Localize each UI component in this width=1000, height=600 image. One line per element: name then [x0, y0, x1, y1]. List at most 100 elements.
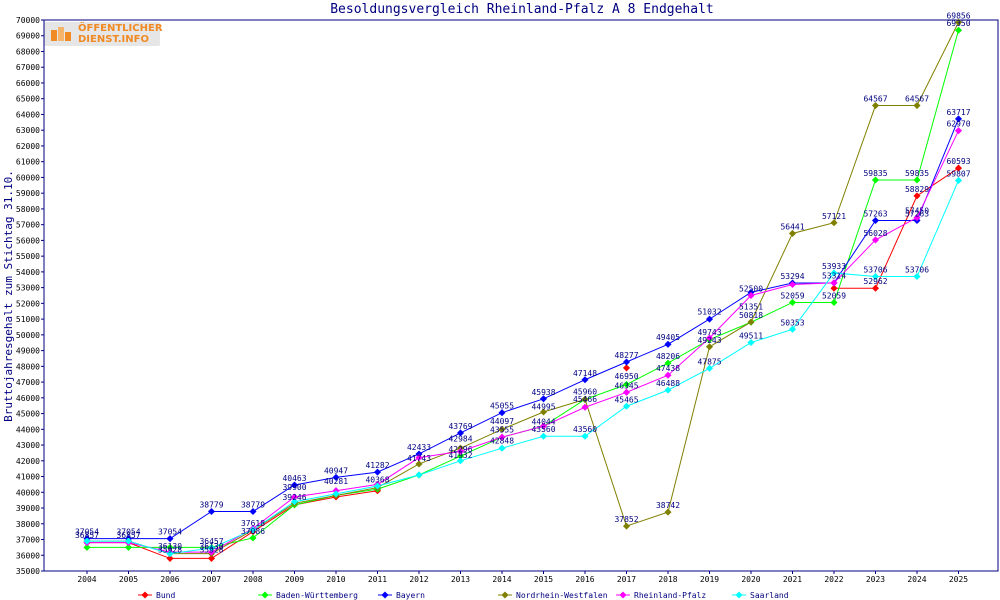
data-point-saarland	[290, 498, 299, 506]
legend-entry: Rheinland-Pfalz	[634, 591, 706, 600]
data-label: 52962	[863, 277, 887, 286]
data-label: 39246	[282, 493, 306, 502]
data-point-nordrhein-westfalen	[954, 18, 963, 26]
data-point-rheinland-pfalz	[705, 334, 714, 342]
legend-marker	[261, 591, 269, 599]
data-point-bayern	[581, 376, 589, 384]
y-tick-label: 51000	[16, 315, 40, 324]
data-point-rheinland-pfalz	[581, 403, 589, 411]
data-point-saarland	[954, 176, 963, 185]
data-label: 50818	[739, 311, 763, 320]
data-label: 41932	[448, 451, 472, 460]
data-label: 53706	[905, 266, 929, 275]
y-tick-label: 37000	[16, 536, 40, 545]
series-line-nordrhein-westfalen	[87, 22, 959, 555]
y-tick-label: 44000	[16, 425, 40, 434]
x-tick-label: 2004	[77, 575, 96, 584]
x-tick-label: 2023	[866, 575, 885, 584]
data-point-saarland	[830, 269, 838, 277]
series-line-baden-w-rttemberg	[87, 30, 959, 548]
data-point-baden-w-rttemberg	[913, 176, 921, 184]
x-tick-label: 2012	[409, 575, 428, 584]
data-point-nordrhein-westfalen	[830, 219, 838, 227]
y-tick-label: 53000	[16, 284, 40, 293]
x-tick-label: 2016	[575, 575, 594, 584]
y-tick-label: 49000	[16, 347, 40, 356]
data-label: 45466	[573, 395, 597, 404]
data-label: 35928	[199, 545, 223, 554]
data-point-rheinland-pfalz	[415, 454, 423, 462]
data-label: 36130	[158, 542, 182, 551]
x-tick-label: 2014	[492, 575, 511, 584]
data-label: 64567	[863, 95, 887, 104]
data-point-baden-w-rttemberg	[249, 534, 257, 542]
data-point-bayern	[664, 340, 672, 348]
data-point-saarland	[498, 444, 506, 452]
x-tick-label: 2006	[160, 575, 179, 584]
data-label: 46488	[656, 379, 680, 388]
data-label: 40281	[324, 477, 348, 486]
logo: ÖFFENTLICHER DIENST.INFO	[78, 23, 163, 45]
data-point-saarland	[415, 471, 423, 479]
y-tick-label: 36000	[16, 551, 40, 560]
data-label: 39900	[282, 483, 306, 492]
data-label: 53933	[822, 262, 846, 271]
data-point-rheinland-pfalz	[539, 422, 548, 430]
data-point-rheinland-pfalz	[871, 236, 880, 244]
data-point-bund	[954, 164, 963, 172]
data-point-rheinland-pfalz	[747, 291, 755, 300]
data-label: 53706	[863, 266, 887, 275]
series-line-bayern	[87, 118, 959, 540]
data-point-nordrhein-westfalen	[664, 508, 672, 516]
y-tick-label: 63000	[16, 126, 40, 135]
data-label: 42296	[448, 445, 472, 454]
x-tick-label: 2019	[700, 575, 719, 584]
x-tick-label: 2021	[783, 575, 802, 584]
legend-entry: Saarland	[750, 591, 789, 600]
x-tick-label: 2018	[658, 575, 677, 584]
data-label: 59807	[946, 169, 970, 178]
series-line-rheinland-pfalz	[87, 130, 959, 553]
chart-title: Besoldungsvergleich Rheinland-Pfalz A 8 …	[330, 2, 714, 17]
data-point-bayern	[373, 468, 382, 476]
data-label: 45465	[614, 395, 638, 404]
data-label: 43560	[573, 425, 597, 434]
data-label: 47438	[656, 364, 680, 373]
data-label: 45055	[490, 402, 514, 411]
data-point-nordrhein-westfalen	[913, 101, 921, 110]
data-label: 44097	[490, 417, 514, 426]
data-point-saarland	[747, 339, 755, 347]
data-point-rheinland-pfalz	[207, 548, 216, 556]
y-tick-label: 65000	[16, 95, 40, 104]
y-tick-label: 60000	[16, 173, 40, 182]
data-point-rheinland-pfalz	[622, 388, 631, 396]
data-point-baden-w-rttemberg	[456, 452, 465, 460]
data-label: 57263	[905, 210, 929, 219]
legend-entry: Baden-Württemberg	[276, 591, 358, 600]
data-point-nordrhein-westfalen	[622, 522, 631, 530]
y-tick-label: 50000	[16, 331, 40, 340]
y-tick-label: 43000	[16, 441, 40, 450]
data-point-bayern	[498, 409, 506, 417]
data-label: 38779	[241, 501, 265, 510]
x-axis: 2004 2005 2006 2007 2008 2009 2010 2011 2012 2013…	[77, 571, 968, 584]
data-point-bayern	[415, 450, 423, 458]
data-label: 36857	[116, 531, 140, 540]
data-point-nordrhein-westfalen	[788, 229, 797, 237]
data-label: 63717	[946, 108, 970, 117]
data-label: 64567	[905, 95, 929, 104]
data-label: 38779	[199, 501, 223, 510]
legend: Bund Baden-Württemberg Bayern Nordrhein-Wes…	[138, 591, 789, 600]
y-tick-label: 52000	[16, 299, 40, 308]
data-point-baden-w-rttemberg	[622, 380, 631, 389]
data-point-baden-w-rttemberg	[664, 359, 672, 367]
data-point-rheinland-pfalz	[498, 433, 506, 441]
logo-line-1: ÖFFENTLICHER	[78, 23, 163, 34]
data-label: 50353	[780, 318, 804, 327]
y-tick-label: 38000	[16, 520, 40, 529]
data-label: 57263	[863, 210, 887, 219]
y-tick-label: 69000	[16, 32, 40, 41]
data-point-nordrhein-westfalen	[539, 408, 548, 416]
data-label: 69350	[946, 19, 970, 28]
x-tick-label: 2013	[451, 575, 470, 584]
